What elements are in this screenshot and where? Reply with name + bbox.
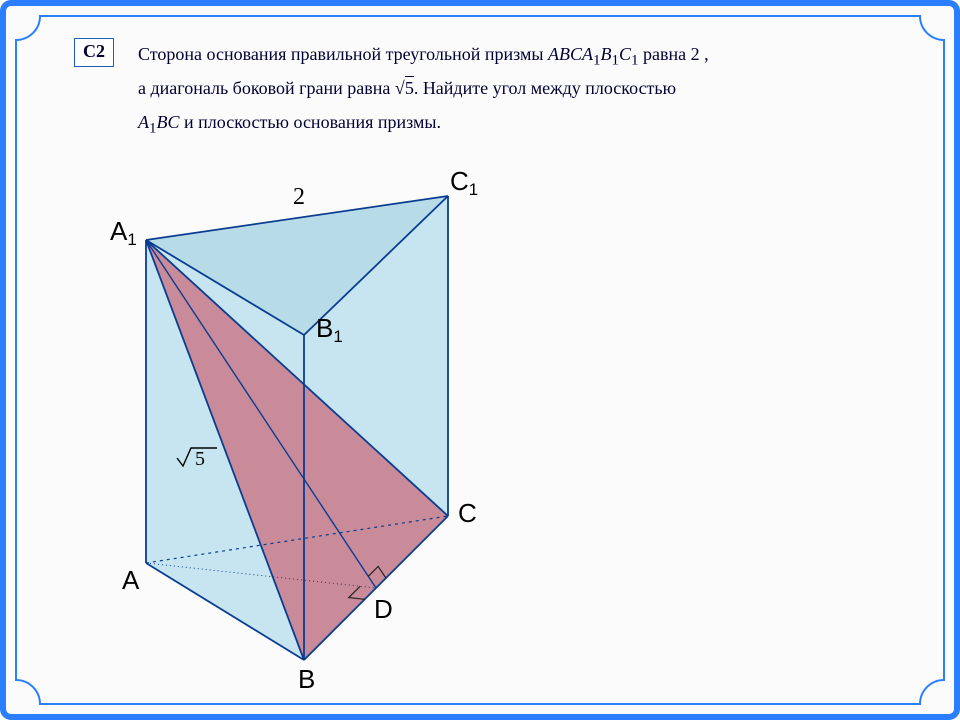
label-a1: A1 (110, 216, 137, 247)
stage: С2 Сторона основания правильной треуголь… (0, 0, 960, 720)
label-c: C (458, 498, 477, 529)
label-c1: C1 (450, 166, 478, 197)
label-b1: B1 (316, 313, 343, 344)
edge-length-2: 2 (293, 184, 305, 211)
label-b: B (298, 664, 315, 695)
label-a: A (122, 565, 139, 596)
prism-svg (0, 0, 960, 720)
label-d: D (374, 594, 393, 625)
